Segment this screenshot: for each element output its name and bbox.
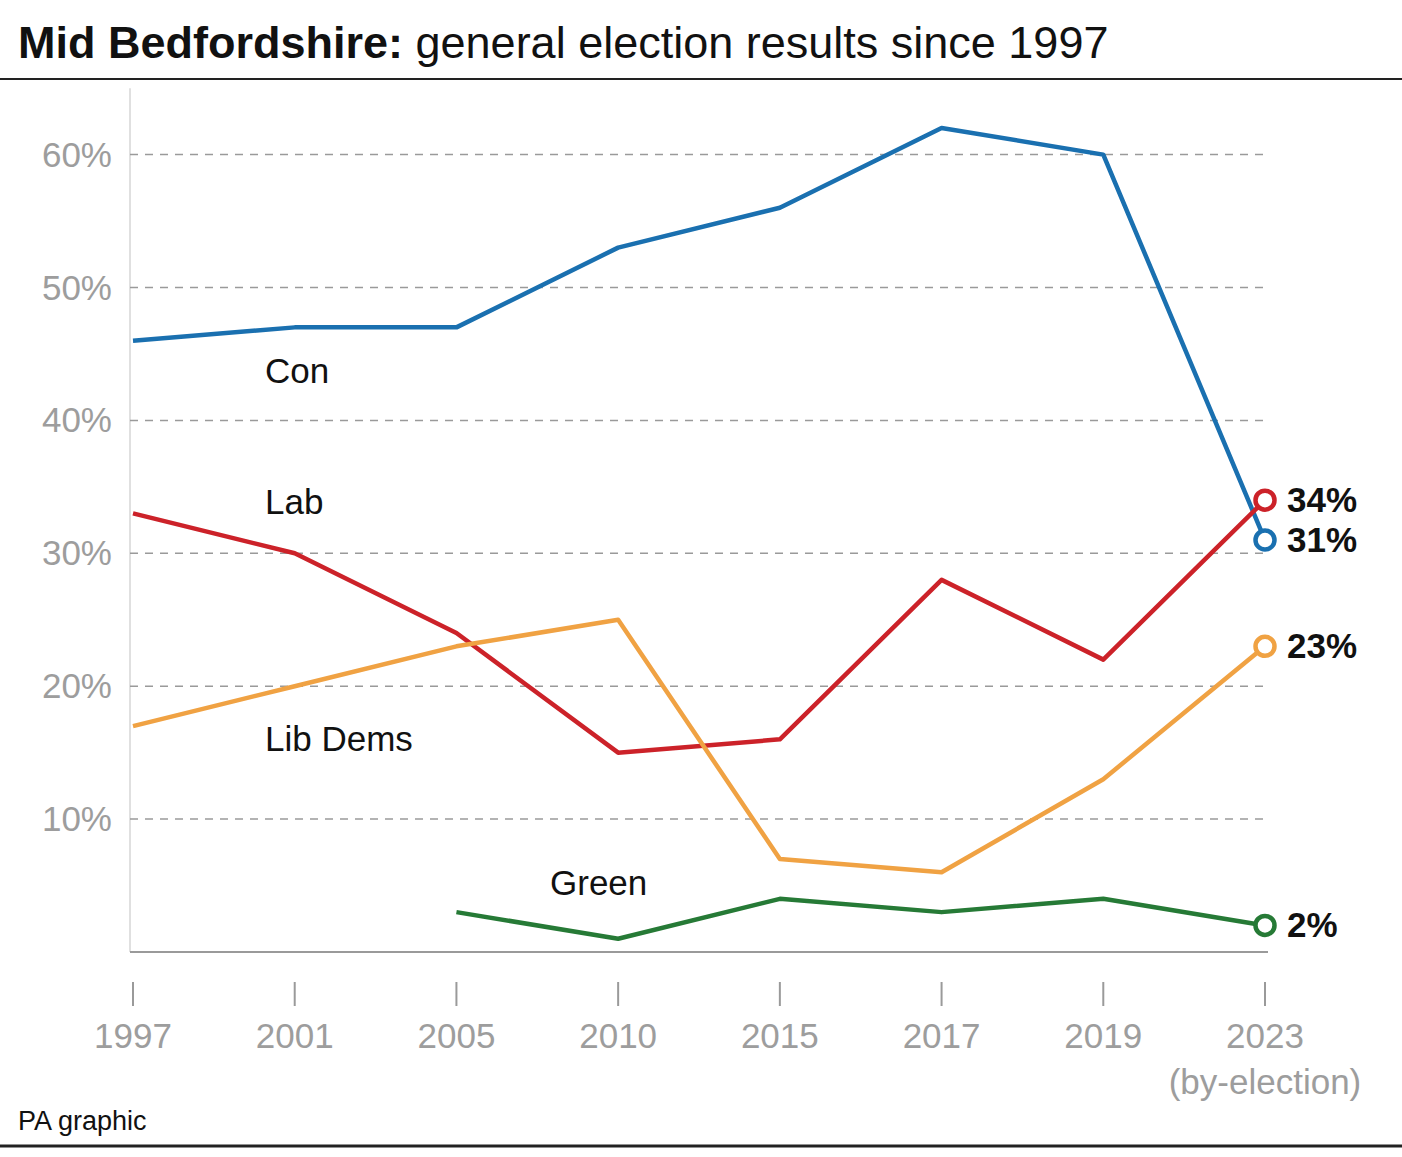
- x-tick-label: 2015: [741, 1016, 819, 1055]
- data-label: 23%: [1287, 626, 1357, 665]
- y-tick-label: 10%: [42, 799, 112, 838]
- y-axis-line: [129, 88, 131, 952]
- point-marker: [1256, 491, 1275, 510]
- title: Mid Bedfordshire: general election resul…: [18, 17, 1108, 68]
- data-label: 2%: [1287, 905, 1338, 944]
- x-tick: [132, 982, 134, 1006]
- point-marker: [1256, 916, 1275, 935]
- footer-rule: [0, 1145, 1402, 1148]
- title-rest: general election results since 1997: [403, 17, 1108, 68]
- x-tick-label-line: 2017: [903, 1016, 981, 1055]
- x-tick: [455, 982, 457, 1006]
- grid-line: [130, 818, 1268, 820]
- plot-area: [133, 128, 1275, 939]
- y-tick-label: 30%: [42, 533, 112, 572]
- x-tick-label: 2019: [1064, 1016, 1142, 1055]
- grid-line: [130, 420, 1268, 422]
- x-tick-label: 1997: [94, 1016, 172, 1055]
- x-tick-label-line: 2010: [579, 1016, 657, 1055]
- point-marker: [1256, 637, 1275, 656]
- y-tick-label: 60%: [42, 135, 112, 174]
- y-tick-label: 20%: [42, 666, 112, 705]
- x-tick-label-line: 2001: [256, 1016, 334, 1055]
- x-tick-label-line: (by-election): [1169, 1062, 1362, 1101]
- title-bold: Mid Bedfordshire:: [18, 17, 403, 68]
- data-label: 31%: [1287, 520, 1357, 559]
- x-tick-label: 2010: [579, 1016, 657, 1055]
- series-line: [133, 620, 1265, 873]
- x-tick-label-line: 2019: [1064, 1016, 1142, 1055]
- x-axis-line: [130, 951, 1268, 953]
- grid-line: [130, 287, 1268, 289]
- series-line: [133, 500, 1265, 753]
- y-tick-label: 50%: [42, 268, 112, 307]
- point-marker: [1256, 531, 1275, 550]
- x-tick-label-line: 2005: [417, 1016, 495, 1055]
- series-name: Lib Dems: [265, 719, 413, 758]
- series-name: Lab: [265, 482, 323, 521]
- x-tick: [1264, 982, 1266, 1006]
- x-tick-label-line: 2015: [741, 1016, 819, 1055]
- x-tick-label: 2017: [903, 1016, 981, 1055]
- x-tick-label-line: 2023: [1226, 1016, 1304, 1055]
- source: PA graphic: [18, 1106, 147, 1136]
- title-rule: [0, 78, 1402, 80]
- x-tick-label: 2001: [256, 1016, 334, 1055]
- x-tick: [294, 982, 296, 1006]
- data-label: 34%: [1287, 480, 1357, 519]
- x-tick-label: 2023 (by-election): [1169, 1016, 1362, 1101]
- x-tick-label: 2005: [417, 1016, 495, 1055]
- series-name: Con: [265, 351, 329, 390]
- series-line: [456, 899, 1265, 939]
- x-tick: [617, 982, 619, 1006]
- x-tick: [779, 982, 781, 1006]
- x-tick: [941, 982, 943, 1006]
- series-name: Green: [550, 863, 647, 902]
- x-tick-label-line: 1997: [94, 1016, 172, 1055]
- series-line: [133, 128, 1265, 540]
- y-tick-label: 40%: [42, 400, 112, 439]
- chart: Mid Bedfordshire: general election resul…: [0, 0, 1402, 1157]
- x-tick: [1102, 982, 1104, 1006]
